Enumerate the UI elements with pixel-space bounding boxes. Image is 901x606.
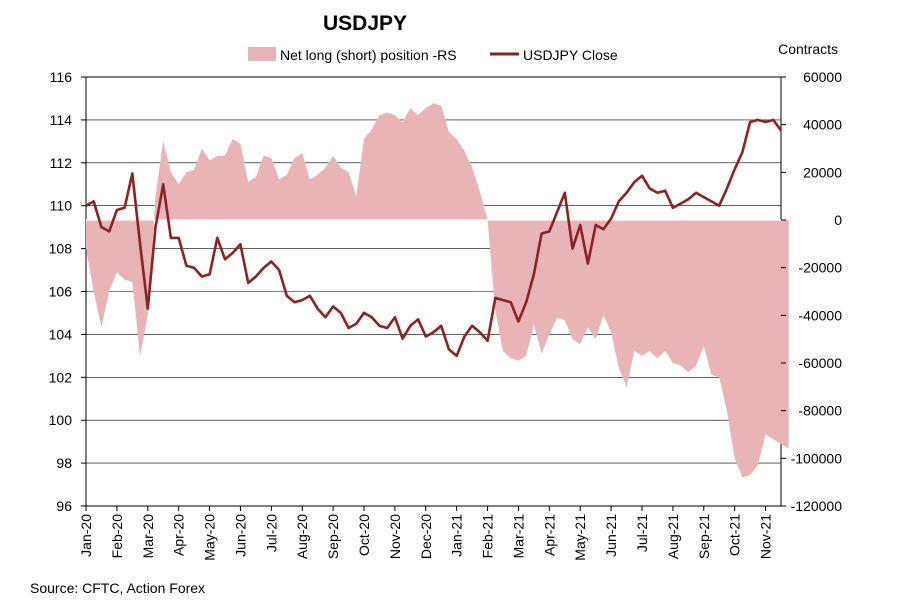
chart-title: USDJPY [323,12,407,35]
right-tick-label: -120000 [791,498,843,514]
left-tick-label: 96 [56,498,72,514]
right-tick-label: 40000 [803,117,842,133]
x-tick-label: Dec-20 [418,514,434,559]
x-tick-label: Jul-21 [634,514,650,552]
x-tick-label: Aug-21 [665,514,681,559]
usdjpy-close-line [85,118,783,358]
x-tick-label: Nov-20 [387,514,403,559]
x-tick-label: Jun-20 [232,514,248,557]
x-tick-label: Nov-21 [758,514,774,559]
x-tick-label: Jan-20 [78,514,94,557]
left-tick-label: 110 [50,198,73,214]
right-tick-label: -100000 [791,450,843,466]
x-tick-label: May-20 [202,514,218,561]
legend-area-swatch [248,47,276,61]
net-position-area [86,103,789,478]
x-tick-label: Mar-20 [140,514,156,559]
left-tick-label: 102 [49,369,73,385]
x-tick-label: Sep-20 [325,514,341,559]
net-position-area-shape [86,103,789,478]
x-tick-label: May-21 [572,514,588,561]
left-tick-label: 112 [50,155,73,171]
x-tick-label: Oct-21 [727,514,743,556]
source-note: Source: CFTC, Action Forex [30,580,206,596]
right-axis-ticks: 60000 40000 20000 0 -20000 -40000 -60000 -80000… [781,69,842,514]
right-tick-label: 60000 [803,69,842,85]
left-axis-ticks: 116 114 112 110 108 106 104 102 100 98 96 [49,69,86,514]
left-tick-label: 114 [50,112,73,128]
right-tick-label: -20000 [798,260,842,276]
x-tick-label: Apr-20 [171,514,187,556]
x-tick-label: Jun-21 [603,514,619,557]
right-tick-label: -40000 [798,307,842,323]
x-tick-label: Aug-20 [294,514,310,559]
usdjpy-close-polyline [85,118,783,358]
x-tick-label: Sep-21 [696,514,712,559]
right-tick-label: 20000 [803,164,842,180]
right-tick-label: -80000 [798,403,842,419]
x-tick-label: Feb-21 [480,514,496,559]
legend: Net long (short) position -RS USDJPY Clo… [248,47,618,63]
right-tick-label: 0 [834,212,842,228]
left-tick-label: 104 [49,326,73,342]
right-axis-label: Contracts [778,41,838,57]
left-tick-label: 108 [49,241,73,257]
right-tick-label: -60000 [798,355,842,371]
x-tick-label: Feb-20 [109,514,125,559]
left-tick-label: 106 [49,284,73,300]
left-tick-label: 116 [50,69,73,85]
legend-line-label: USDJPY Close [523,47,618,63]
x-axis-ticks: Jan-20 Feb-20 Mar-20 Apr-20 May-20 Jun-20 Jul-… [78,506,774,561]
x-tick-label: Mar-21 [510,514,526,559]
left-tick-label: 100 [49,412,73,428]
x-tick-label: Jan-21 [449,514,465,557]
x-tick-label: Oct-20 [356,514,372,556]
x-tick-label: Apr-21 [541,514,557,556]
x-tick-label: Jul-20 [263,514,279,552]
left-tick-label: 98 [56,455,72,471]
legend-area-label: Net long (short) position -RS [280,47,457,63]
